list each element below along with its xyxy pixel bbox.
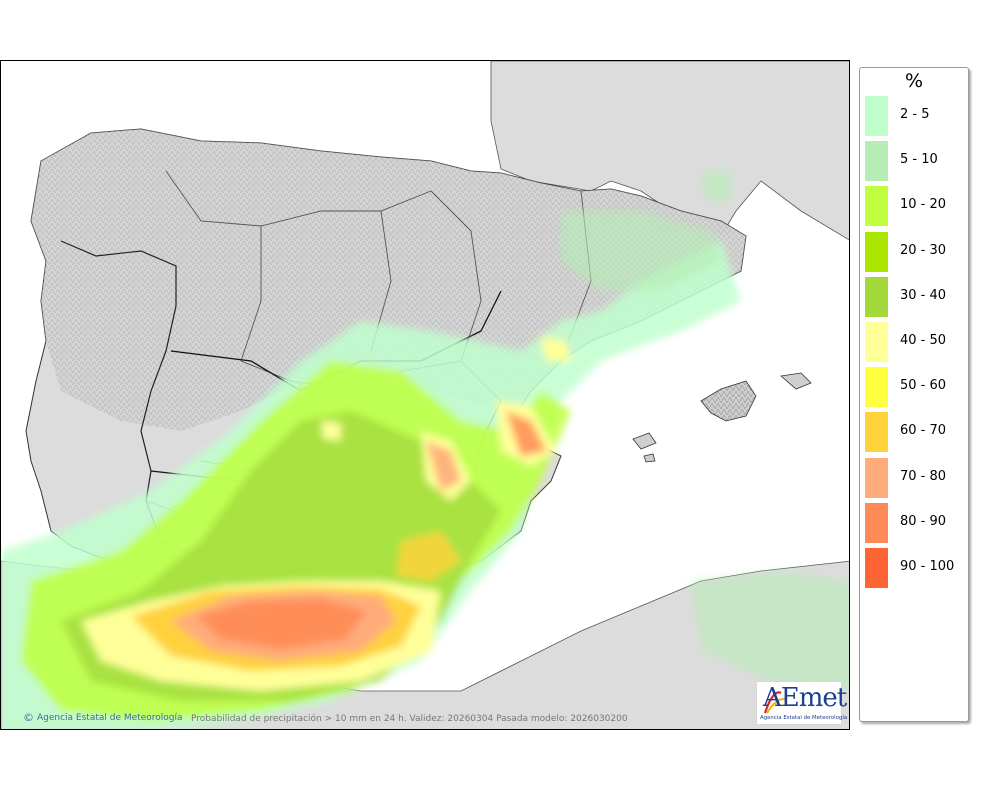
legend-item: 90 - 100 xyxy=(863,545,967,588)
legend-label: 5 - 10 xyxy=(900,152,938,168)
legend-label: 30 - 40 xyxy=(900,287,947,303)
map-frame: © Agencia Estatal de Meteorología Probab… xyxy=(0,60,850,730)
legend-item: 10 - 20 xyxy=(863,183,967,227)
legend-item: 60 - 70 xyxy=(863,409,967,453)
menorca xyxy=(780,372,812,390)
legend-swatch xyxy=(865,412,888,453)
legend-swatch xyxy=(865,276,888,317)
legend-label: 70 - 80 xyxy=(900,468,947,484)
legend-swatch xyxy=(865,96,888,136)
mallorca xyxy=(700,380,757,422)
legend-swatch xyxy=(865,457,888,498)
ibiza xyxy=(632,432,657,450)
legend-label: 80 - 90 xyxy=(900,513,947,529)
legend-swatch xyxy=(865,186,888,227)
legend-item: 50 - 60 xyxy=(863,364,967,408)
legend-unit: % xyxy=(904,70,924,92)
legend-item: 80 - 90 xyxy=(863,500,967,543)
legend-item: 20 - 30 xyxy=(863,229,967,272)
logo-subtitle: Agencia Estatal de Meteorología xyxy=(760,715,848,721)
formentera xyxy=(643,453,656,463)
legend-label: 60 - 70 xyxy=(900,423,947,439)
legend-label: 2 - 5 xyxy=(900,107,930,122)
precipitation-map xyxy=(1,61,849,729)
legend-label: 40 - 50 xyxy=(900,333,947,348)
agency-credit: © Agencia Estatal de Meteorología xyxy=(23,711,183,724)
logo-swoosh-icon xyxy=(763,691,788,714)
legend-item: 30 - 40 xyxy=(863,274,967,317)
legend-item: 2 - 5 xyxy=(863,93,967,136)
legend-swatch xyxy=(865,367,888,408)
legend-item: 40 - 50 xyxy=(863,319,967,362)
legend-label: 10 - 20 xyxy=(900,197,947,213)
copyright-icon: © xyxy=(23,711,34,724)
legend-item: 5 - 10 xyxy=(863,138,967,182)
legend-label: 50 - 60 xyxy=(900,378,947,394)
legend-swatch xyxy=(865,231,888,272)
legend-swatch xyxy=(865,322,888,362)
legend-label: 90 - 100 xyxy=(900,559,955,574)
validity-caption: Probabilidad de precipitación > 10 mm en… xyxy=(191,714,628,724)
precip-field xyxy=(1,171,849,729)
legend-swatch xyxy=(865,502,888,543)
legend-item: 70 - 80 xyxy=(863,455,967,498)
aemet-logo: AEmet Agencia Estatal de Meteorología xyxy=(756,681,847,725)
legend-panel: % 2 - 5 5 - 10 10 - 20 20 - 30 30 - 40 40 - 5… xyxy=(859,67,969,722)
legend-label: 20 - 30 xyxy=(900,242,947,258)
agency-credit-text: Agencia Estatal de Meteorología xyxy=(37,712,183,723)
legend-swatch xyxy=(865,548,888,588)
legend-swatch xyxy=(865,141,888,182)
logo-wordmark: AEmet xyxy=(763,683,847,713)
